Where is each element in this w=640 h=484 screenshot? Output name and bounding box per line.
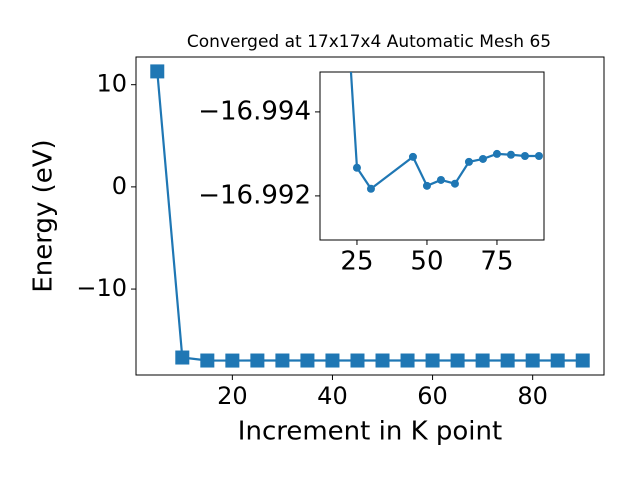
marker: [450, 353, 465, 368]
marker: [200, 353, 215, 368]
series-group: [349, 72, 543, 193]
marker: [375, 353, 390, 368]
plot-area: [319, 71, 545, 241]
y-tick-label: −10: [76, 274, 127, 302]
x-tick-label: 75: [480, 247, 513, 277]
x-tick-label: 80: [517, 382, 548, 410]
y-axis-label: Energy (eV): [29, 139, 59, 292]
chart-title: Converged at 17x17x4 Automatic Mesh 65: [187, 32, 551, 52]
x-tick-label: 40: [317, 382, 348, 410]
marker: [400, 353, 415, 368]
marker: [250, 353, 265, 368]
marker: [352, 163, 361, 172]
marker: [325, 353, 340, 368]
series-group: [150, 64, 590, 368]
marker: [575, 353, 590, 368]
marker: [350, 353, 365, 368]
marker: [366, 184, 375, 193]
marker: [450, 179, 459, 188]
y-tick-label: 0: [112, 172, 127, 200]
y-tick-label: 10: [96, 70, 127, 98]
marker: [150, 64, 165, 79]
y-tick-label: −16.994: [198, 96, 311, 126]
marker: [492, 149, 501, 158]
y-tick-label: −16.992: [198, 180, 311, 210]
marker: [520, 152, 529, 160]
marker: [436, 175, 445, 184]
marker: [422, 181, 431, 190]
x-tick-label: 60: [417, 382, 448, 410]
marker: [425, 353, 440, 368]
marker: [550, 353, 565, 368]
marker: [478, 154, 487, 163]
marker: [534, 152, 543, 160]
marker: [275, 353, 290, 368]
x-tick-label: 25: [340, 247, 373, 277]
marker: [175, 350, 190, 365]
marker: [500, 353, 515, 368]
x-tick-label: 20: [217, 382, 248, 410]
marker: [506, 150, 515, 159]
marker: [525, 353, 540, 368]
x-axis-label: Increment in K point: [238, 417, 502, 447]
marker: [408, 152, 417, 161]
marker: [300, 353, 315, 368]
marker: [464, 157, 473, 166]
x-tick-label: 50: [410, 247, 443, 277]
marker: [225, 353, 240, 368]
marker: [475, 353, 490, 368]
